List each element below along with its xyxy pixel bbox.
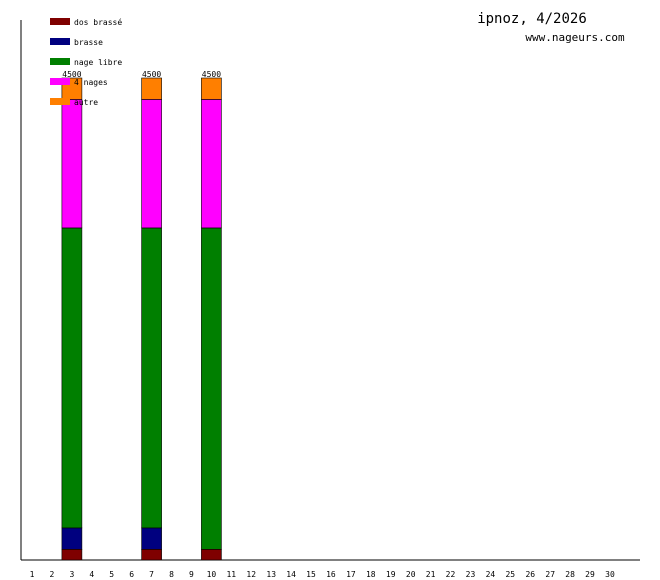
x-tick-label: 4 [89, 570, 94, 579]
bar-segment [201, 227, 222, 550]
legend-swatch [50, 58, 70, 65]
bar-segment [61, 227, 83, 529]
x-tick-label: 10 [207, 570, 217, 579]
bar-segment [61, 99, 83, 229]
bar-total-label: 4500 [62, 70, 81, 79]
x-tick-label: 11 [226, 570, 236, 579]
bar-segment [61, 548, 83, 561]
x-tick-label: 24 [486, 570, 496, 579]
x-tick-label: 12 [246, 570, 256, 579]
legend-label: brasse [74, 38, 103, 47]
x-tick-label: 6 [129, 570, 134, 579]
legend-label: autre [74, 98, 98, 107]
x-tick-label: 5 [109, 570, 114, 579]
legend-swatch [50, 38, 70, 45]
bar-segment [61, 527, 83, 550]
legend-label: nage libre [74, 58, 122, 67]
legend-swatch [50, 18, 70, 25]
x-tick-labels: 1 2 3 4 5 6 7 8 9 10 11 12 13 14 15 16 17 18 19 20 21 22 23 24 2… [30, 570, 615, 579]
x-tick-label: 29 [585, 570, 595, 579]
x-tick-label: 30 [605, 570, 615, 579]
site-link[interactable]: www.nageurs.com [525, 31, 625, 44]
x-tick-label: 25 [505, 570, 515, 579]
bar-segment [141, 527, 162, 550]
x-tick-label: 27 [545, 570, 555, 579]
legend-swatch [50, 78, 70, 85]
legend-label: 4 nages [74, 78, 108, 87]
bar-segment [141, 548, 162, 561]
bar-segment [141, 77, 162, 100]
x-tick-label: 14 [286, 570, 296, 579]
x-tick-label: 8 [169, 570, 174, 579]
bar-segment [201, 77, 222, 100]
x-tick-label: 9 [189, 570, 194, 579]
x-tick-label: 1 [30, 570, 35, 579]
x-tick-label: 13 [266, 570, 276, 579]
legend-swatch [50, 98, 70, 105]
x-tick-label: 2 [49, 570, 54, 579]
x-tick-label: 19 [386, 570, 396, 579]
bar-segment [201, 548, 222, 561]
totals-group: 4500 4500 4500 [62, 70, 221, 79]
x-tick-label: 28 [565, 570, 575, 579]
x-tick-label: 15 [306, 570, 316, 579]
x-tick-label: 26 [525, 570, 535, 579]
x-tick-label: 16 [326, 570, 336, 579]
x-tick-label: 3 [69, 570, 74, 579]
x-tick-label: 23 [466, 570, 476, 579]
legend-label: dos brassé [74, 17, 122, 27]
bar-total-label: 4500 [202, 70, 221, 79]
legend: dos brassé brasse nage libre 4 nages autre [50, 17, 122, 107]
bar-total-label: 4500 [142, 70, 161, 79]
bars-group [61, 77, 222, 561]
bar-segment [141, 99, 162, 229]
x-tick-label: 18 [366, 570, 376, 579]
x-tick-label: 22 [446, 570, 456, 579]
bar-segment [201, 99, 222, 229]
x-tick-label: 20 [406, 570, 416, 579]
x-tick-label: 17 [346, 570, 356, 579]
x-tick-label: 7 [149, 570, 154, 579]
bar-segment [141, 227, 162, 529]
chart-title: ipnoz, 4/2026 [477, 11, 587, 27]
x-tick-label: 21 [426, 570, 436, 579]
